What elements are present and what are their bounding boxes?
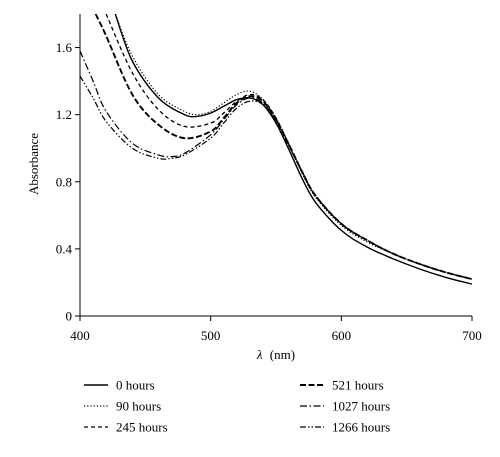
x-tick-label: 700	[462, 328, 482, 343]
y-axis-title: Absorbance	[26, 133, 41, 195]
y-tick-label: 1.6	[56, 40, 73, 55]
series-line-1027-hours	[80, 50, 472, 280]
x-tick-label: 400	[70, 328, 90, 343]
y-tick-label: 1.2	[56, 107, 72, 122]
series-line-521-hours	[94, 14, 472, 281]
y-tick-label: 0.4	[56, 241, 73, 256]
legend-item: 1266 hours	[300, 420, 390, 435]
axis-labels: Absorbance λ (nm)	[26, 133, 295, 362]
legend-label: 1027 hours	[332, 399, 390, 414]
axes: 0 0.4 0.8 1.2 1.6 400 500 600 700	[56, 14, 482, 343]
x-axis-symbol: λ	[256, 347, 263, 362]
legend-item: 90 hours	[84, 399, 161, 414]
y-tick-label: 0.8	[56, 174, 72, 189]
legend-item: 521 hours	[300, 378, 384, 393]
series-line-0-hours	[114, 14, 472, 285]
series-group	[80, 14, 472, 285]
x-tick-label: 600	[332, 328, 352, 343]
x-tick-label: 500	[201, 328, 221, 343]
x-axis-unit: (nm)	[270, 347, 295, 362]
series-line-90-hours	[114, 14, 472, 280]
legend-label: 521 hours	[332, 378, 384, 393]
legend-label: 90 hours	[116, 399, 161, 414]
y-tick-label: 0	[66, 309, 73, 324]
legend-item: 245 hours	[84, 420, 168, 435]
series-line-1266-hours	[80, 75, 472, 280]
x-axis-title: λ (nm)	[256, 347, 295, 362]
legend: 0 hours 90 hours 245 hours 521 hours 1027 ho…	[84, 378, 390, 435]
legend-item: 0 hours	[84, 378, 155, 393]
legend-label: 1266 hours	[332, 420, 390, 435]
legend-label: 245 hours	[116, 420, 168, 435]
legend-label: 0 hours	[116, 378, 155, 393]
legend-item: 1027 hours	[300, 399, 390, 414]
